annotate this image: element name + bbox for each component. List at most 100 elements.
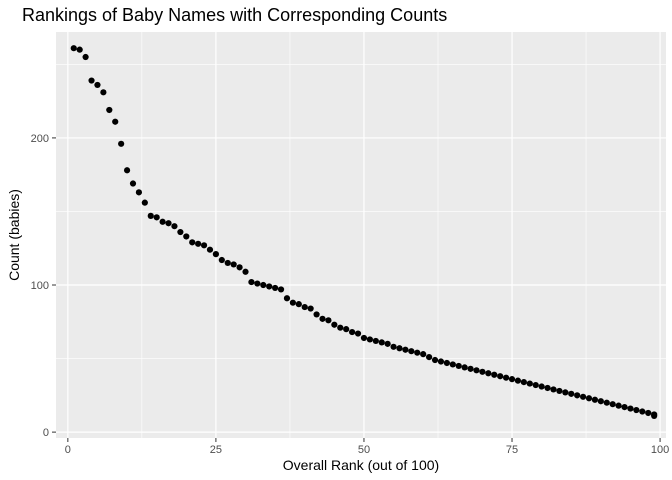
- data-point: [337, 324, 344, 331]
- data-point: [645, 409, 652, 417]
- data-point: [183, 233, 190, 240]
- data-point: [272, 284, 279, 292]
- plot-panel: [56, 32, 666, 438]
- data-point: [266, 283, 273, 290]
- data-point: [189, 239, 196, 246]
- data-point: [100, 89, 107, 96]
- data-point: [177, 228, 184, 236]
- data-point: [479, 368, 486, 375]
- data-point: [651, 412, 658, 420]
- data-point: [485, 370, 492, 377]
- data-point: [307, 305, 314, 312]
- x-tick-label: 25: [210, 444, 222, 456]
- data-point: [153, 214, 160, 221]
- data-point: [633, 406, 640, 414]
- data-point: [224, 259, 231, 267]
- data-point: [384, 340, 391, 347]
- data-point: [378, 339, 385, 346]
- data-point: [574, 392, 581, 399]
- data-point: [319, 315, 326, 322]
- data-point: [343, 326, 350, 333]
- data-point: [283, 295, 291, 302]
- data-point: [621, 404, 628, 411]
- x-tick-label: 100: [651, 444, 669, 456]
- data-point: [206, 246, 214, 253]
- data-point: [526, 380, 533, 387]
- data-point: [254, 280, 261, 287]
- data-point: [354, 330, 362, 337]
- x-axis-ticks: 0 25 50 75 100: [65, 438, 669, 456]
- data-point: [313, 311, 320, 318]
- data-point: [118, 140, 125, 147]
- data-point: [627, 405, 634, 412]
- data-point: [426, 353, 433, 361]
- data-point: [390, 343, 397, 350]
- data-point: [301, 303, 308, 311]
- data-point: [431, 356, 439, 364]
- data-point: [159, 218, 166, 225]
- y-tick-label: 200: [31, 133, 49, 145]
- data-point: [123, 167, 131, 174]
- data-point: [360, 334, 368, 342]
- x-tick-label: 75: [506, 444, 518, 456]
- data-point: [615, 402, 622, 409]
- x-tick-label: 0: [65, 444, 71, 456]
- data-point: [514, 377, 522, 384]
- minor-gridlines: [56, 32, 666, 438]
- chart-title: Rankings of Baby Names with Correspondin…: [22, 5, 447, 25]
- data-point: [455, 362, 462, 370]
- data-point: [473, 367, 480, 374]
- data-point: [349, 328, 356, 336]
- data-point: [562, 389, 569, 396]
- data-point: [408, 348, 415, 355]
- data-point: [218, 256, 225, 264]
- data-point: [420, 351, 427, 358]
- data-point: [591, 396, 599, 403]
- y-axis-title: Count (babies): [6, 189, 22, 281]
- data-point: [491, 371, 498, 378]
- data-point: [449, 361, 456, 368]
- data-point: [585, 395, 593, 402]
- data-point: [129, 180, 137, 187]
- data-point: [437, 358, 445, 365]
- data-point: [443, 359, 450, 367]
- data-point: [76, 46, 83, 53]
- data-point: [147, 212, 154, 219]
- data-point: [195, 240, 202, 247]
- data-point: [579, 393, 587, 400]
- data-point: [467, 365, 474, 372]
- data-point: [230, 261, 237, 268]
- y-tick-label: 100: [31, 280, 49, 292]
- data-point: [461, 364, 468, 371]
- data-point: [414, 349, 421, 356]
- data-point: [88, 77, 95, 84]
- data-point: [532, 381, 539, 389]
- data-point: [372, 337, 379, 345]
- y-axis-ticks: 0 100 200: [31, 133, 56, 439]
- data-point: [544, 384, 551, 392]
- data-point: [295, 301, 302, 308]
- data-point: [200, 242, 208, 249]
- data-point: [396, 345, 403, 352]
- data-point: [236, 264, 243, 271]
- data-point: [212, 251, 220, 258]
- data-point: [402, 346, 409, 353]
- data-point: [538, 383, 545, 390]
- data-point: [260, 281, 267, 289]
- data-point: [82, 53, 89, 61]
- data-point: [242, 268, 249, 275]
- data-point: [497, 373, 504, 380]
- data-point: [94, 81, 101, 89]
- data-point: [277, 286, 285, 293]
- major-gridlines: [56, 32, 666, 438]
- data-point: [597, 398, 604, 405]
- data-point: [248, 278, 255, 286]
- x-tick-label: 50: [358, 444, 370, 456]
- data-point: [141, 199, 148, 206]
- data-point: [568, 390, 575, 397]
- data-point: [508, 376, 516, 383]
- data-point: [550, 386, 557, 393]
- data-point: [289, 299, 296, 306]
- data-point: [331, 321, 338, 328]
